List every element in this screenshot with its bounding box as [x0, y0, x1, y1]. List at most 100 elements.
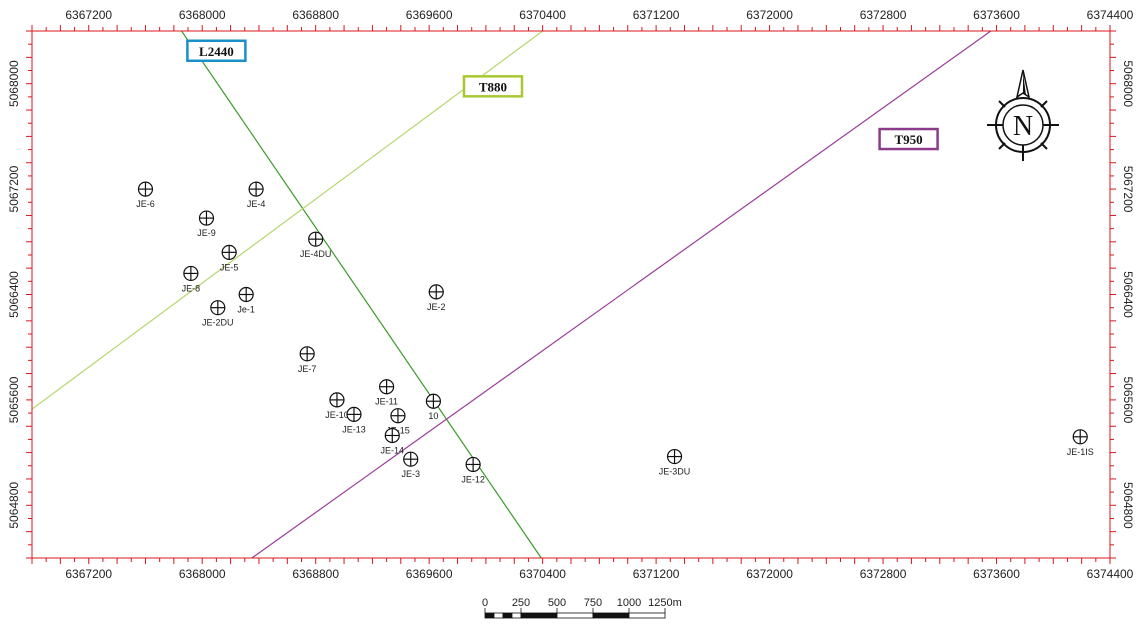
well-marker[interactable]: JE-11: [375, 379, 398, 407]
well-label: JE-14: [381, 445, 405, 455]
scale-segment: [628, 612, 666, 619]
scale-segment: [556, 612, 594, 619]
x-tick-label-bottom: 6371200: [633, 567, 680, 581]
x-tick-label-bottom: 6373600: [973, 567, 1020, 581]
scale-label: 250: [512, 597, 530, 609]
y-tick-label-right: 5067200: [1121, 166, 1135, 213]
well-label: JE-5: [220, 262, 239, 272]
x-tick-label-top: 6372000: [746, 8, 793, 22]
y-tick-label-left: 5066400: [7, 271, 21, 318]
well-label: JE-9: [197, 228, 216, 238]
well-marker[interactable]: JE-9: [197, 210, 216, 238]
y-tick-label-left: 5067200: [7, 165, 21, 212]
y-tick-label-right: 5068000: [1121, 60, 1135, 107]
profile-label-t880: T880: [462, 75, 524, 98]
scale-label: 0: [482, 597, 488, 609]
x-tick-label-top: 6371200: [633, 8, 680, 22]
well-label: JE-4: [247, 199, 266, 209]
well-marker[interactable]: JE-3DU: [659, 448, 691, 477]
y-tick-label-right: 5065600: [1121, 377, 1135, 424]
profile-line-t880: [32, 31, 543, 410]
well-label: JE-6: [136, 199, 155, 209]
well-label: JE-4DU: [300, 249, 332, 259]
x-tick-label-bottom: 6368800: [292, 567, 339, 581]
profile-label-l2440: L2440: [186, 39, 247, 63]
y-tick-label-right: 5064800: [1121, 482, 1135, 529]
well-marker[interactable]: JE-4: [247, 181, 266, 209]
scale-segment: [502, 612, 513, 619]
well-marker[interactable]: JE-7: [298, 346, 317, 374]
well-marker[interactable]: JE-14: [381, 427, 405, 455]
profile-lines: [32, 31, 992, 558]
x-tick-label-top: 6369600: [406, 8, 453, 22]
well-label: 10: [428, 411, 438, 421]
well-label: JE-1IS: [1067, 447, 1094, 457]
profile-name: T950: [894, 132, 922, 147]
well-label: JE-13: [342, 424, 366, 434]
map-frame: [26, 25, 1116, 564]
x-tick-label-bottom: 6374400: [1087, 567, 1134, 581]
well-marker[interactable]: JE-10: [325, 392, 349, 420]
well-label: JE-7: [298, 364, 317, 374]
x-tick-label-bottom: 6372000: [746, 567, 793, 581]
well-label: Je-1: [237, 305, 255, 315]
well-label: JE-2DU: [202, 318, 234, 328]
scale-bar: 0 250 500 750 1000 1250m: [482, 597, 682, 619]
y-tick-label-left: 5065600: [7, 376, 21, 423]
well-label: JE-10: [325, 410, 349, 420]
scale-segment: [484, 612, 495, 619]
well-marker[interactable]: JE-3: [401, 451, 420, 479]
well-marker[interactable]: JE-5: [220, 244, 239, 272]
profile-name: T880: [479, 79, 507, 94]
x-tick-label-top: 6374400: [1087, 8, 1134, 22]
well-marker[interactable]: Je-1: [237, 286, 255, 315]
x-tick-label-top: 6367200: [65, 8, 112, 22]
y-tick-label-left: 5064800: [7, 482, 21, 529]
x-tick-label-top: 6368800: [292, 8, 339, 22]
map-background: [32, 31, 1110, 558]
profile-line-t950: [251, 31, 992, 558]
well-marker[interactable]: JE-8: [182, 265, 201, 293]
well-marker[interactable]: JE-13: [342, 406, 366, 434]
axis-labels: 6367200 6367200 6368000 6368000 6368800 63688…: [7, 8, 1135, 581]
well-label: JE-3: [401, 469, 420, 479]
profile-labels: L2440 T880 T950: [186, 39, 939, 151]
well-marker[interactable]: JE-2: [427, 284, 446, 312]
scale-segment: [592, 612, 630, 619]
x-tick-label-top: 6373600: [973, 8, 1020, 22]
x-tick-label-bottom: 6372800: [860, 567, 907, 581]
well-label: JE-3DU: [659, 467, 691, 477]
profile-label-t950: T950: [878, 127, 939, 151]
scale-segment: [520, 612, 558, 619]
x-tick-label-top: 6372800: [860, 8, 907, 22]
scale-label: 1000: [617, 597, 641, 609]
scale-label: 1250m: [648, 597, 682, 609]
well-marker[interactable]: JE-4DU: [300, 231, 332, 259]
profile-line-l2440: [180, 31, 542, 558]
x-tick-label-bottom: 6369600: [406, 567, 453, 581]
scale-segment: [493, 612, 504, 619]
well-marker[interactable]: JE-6: [136, 181, 155, 209]
x-tick-label-top: 6368000: [179, 8, 226, 22]
scale-label: 750: [584, 597, 602, 609]
wells-layer: JE-6 JE-4 JE-9 JE-4DU JE-5 JE-8 Je-1JE-2DU JE-2…: [136, 181, 1094, 484]
y-tick-label-right: 5066400: [1121, 271, 1135, 318]
scale-segment: [511, 612, 522, 619]
north-letter: N: [1013, 111, 1033, 142]
well-marker[interactable]: 10: [425, 393, 442, 421]
well-marker[interactable]: JE-2DU: [202, 300, 234, 328]
well-marker[interactable]: JE-12: [461, 456, 485, 484]
scale-label: 500: [548, 597, 566, 609]
x-tick-label-bottom: 6370400: [519, 567, 566, 581]
well-label: JE-2: [427, 302, 446, 312]
profile-name: L2440: [199, 44, 234, 59]
x-tick-label-bottom: 6367200: [65, 567, 112, 581]
x-tick-label-bottom: 6368000: [179, 567, 226, 581]
well-label: JE-11: [375, 397, 398, 407]
well-marker[interactable]: JE-1IS: [1067, 429, 1094, 457]
y-tick-label-left: 5068000: [7, 60, 21, 107]
north-arrow-icon: N: [987, 69, 1059, 161]
well-label: JE-12: [461, 474, 485, 484]
x-tick-label-top: 6370400: [519, 8, 566, 22]
